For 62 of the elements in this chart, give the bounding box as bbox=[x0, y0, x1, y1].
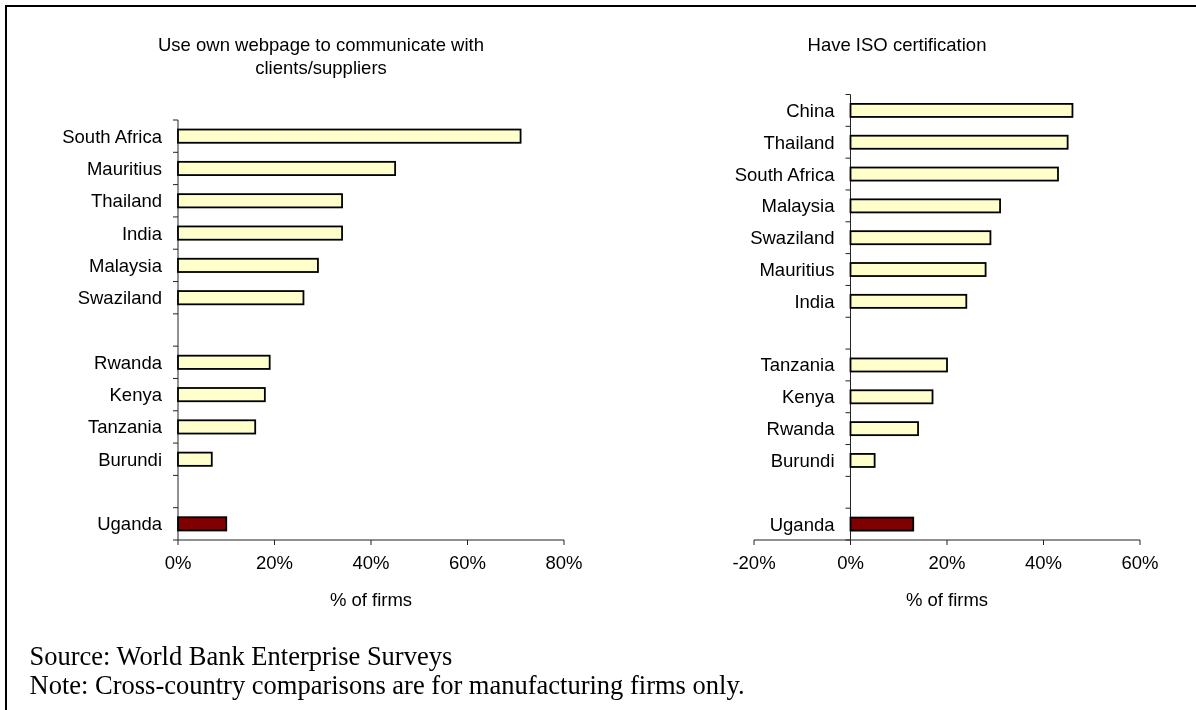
y-tick-label: Mauritius bbox=[759, 258, 835, 280]
y-tick-label: India bbox=[794, 290, 836, 312]
x-tick-label: 20% bbox=[255, 552, 294, 574]
y-tick-label: Rwanda bbox=[766, 418, 836, 440]
bar bbox=[849, 102, 1074, 118]
y-tick-label: Malaysia bbox=[89, 254, 163, 276]
y-tick-label: Tanzania bbox=[760, 354, 836, 376]
bar bbox=[177, 354, 271, 370]
y-tick-label: Uganda bbox=[769, 513, 836, 535]
x-tick-label: 40% bbox=[1024, 552, 1063, 574]
bar bbox=[177, 257, 319, 273]
bar bbox=[177, 516, 228, 532]
bar bbox=[849, 230, 992, 246]
x-tick-label: 40% bbox=[352, 552, 390, 574]
chart-title: Have ISO certification bbox=[807, 33, 987, 55]
y-tick-label: Malaysia bbox=[761, 195, 836, 217]
bar bbox=[849, 421, 919, 437]
bar bbox=[849, 134, 1069, 150]
y-tick-label: South Africa bbox=[734, 163, 836, 185]
y-tick-label: Swaziland bbox=[750, 227, 835, 249]
x-tick-label: 60% bbox=[1121, 552, 1159, 574]
x-tick-label: 0% bbox=[837, 552, 864, 574]
bar bbox=[177, 290, 305, 306]
source-note: Source: World Bank Enterprise Surveys bbox=[29, 641, 453, 671]
bar bbox=[849, 453, 876, 468]
bar bbox=[849, 389, 934, 405]
y-tick-label: South Africa bbox=[62, 125, 163, 147]
y-tick-label: Burundi bbox=[98, 448, 162, 470]
y-tick-label: Thailand bbox=[91, 190, 162, 212]
bar bbox=[177, 225, 343, 241]
bar bbox=[177, 128, 522, 144]
bar bbox=[177, 419, 257, 435]
bar bbox=[849, 357, 948, 373]
bar bbox=[849, 516, 915, 532]
y-tick-label: Swaziland bbox=[77, 287, 162, 309]
bar bbox=[177, 451, 213, 467]
bar bbox=[177, 193, 343, 209]
y-tick-label: India bbox=[121, 222, 163, 244]
x-tick-label: 60% bbox=[448, 552, 487, 574]
y-tick-label: Uganda bbox=[97, 513, 163, 535]
bar bbox=[177, 387, 266, 403]
x-tick-label: 0% bbox=[164, 552, 192, 574]
y-tick-label: Burundi bbox=[770, 449, 835, 471]
bar bbox=[849, 262, 987, 277]
bar bbox=[849, 166, 1059, 182]
x-tick-label: 20% bbox=[928, 552, 966, 574]
bar bbox=[177, 160, 397, 176]
text: Note: Cross-country comparisons are for manufacturing firms only. bbox=[29, 670, 745, 700]
chart-title: Use own webpage to communicate with clients/suppliers bbox=[158, 33, 484, 78]
x-tick-label: 80% bbox=[545, 552, 583, 574]
y-tick-label: Kenya bbox=[109, 384, 163, 406]
bar bbox=[849, 198, 1001, 214]
y-tick-label: Kenya bbox=[782, 386, 836, 408]
y-tick-label: Thailand bbox=[763, 131, 835, 153]
y-tick-label: Tanzania bbox=[87, 416, 163, 438]
x-axis-title: % of firms bbox=[905, 589, 989, 611]
x-tick-label: -20% bbox=[732, 552, 776, 574]
x-axis-title: % of firms bbox=[329, 589, 413, 611]
y-tick-label: Rwanda bbox=[94, 351, 163, 373]
y-tick-label: Mauritius bbox=[86, 157, 162, 179]
y-tick-label: China bbox=[786, 99, 836, 121]
bar bbox=[849, 293, 968, 309]
